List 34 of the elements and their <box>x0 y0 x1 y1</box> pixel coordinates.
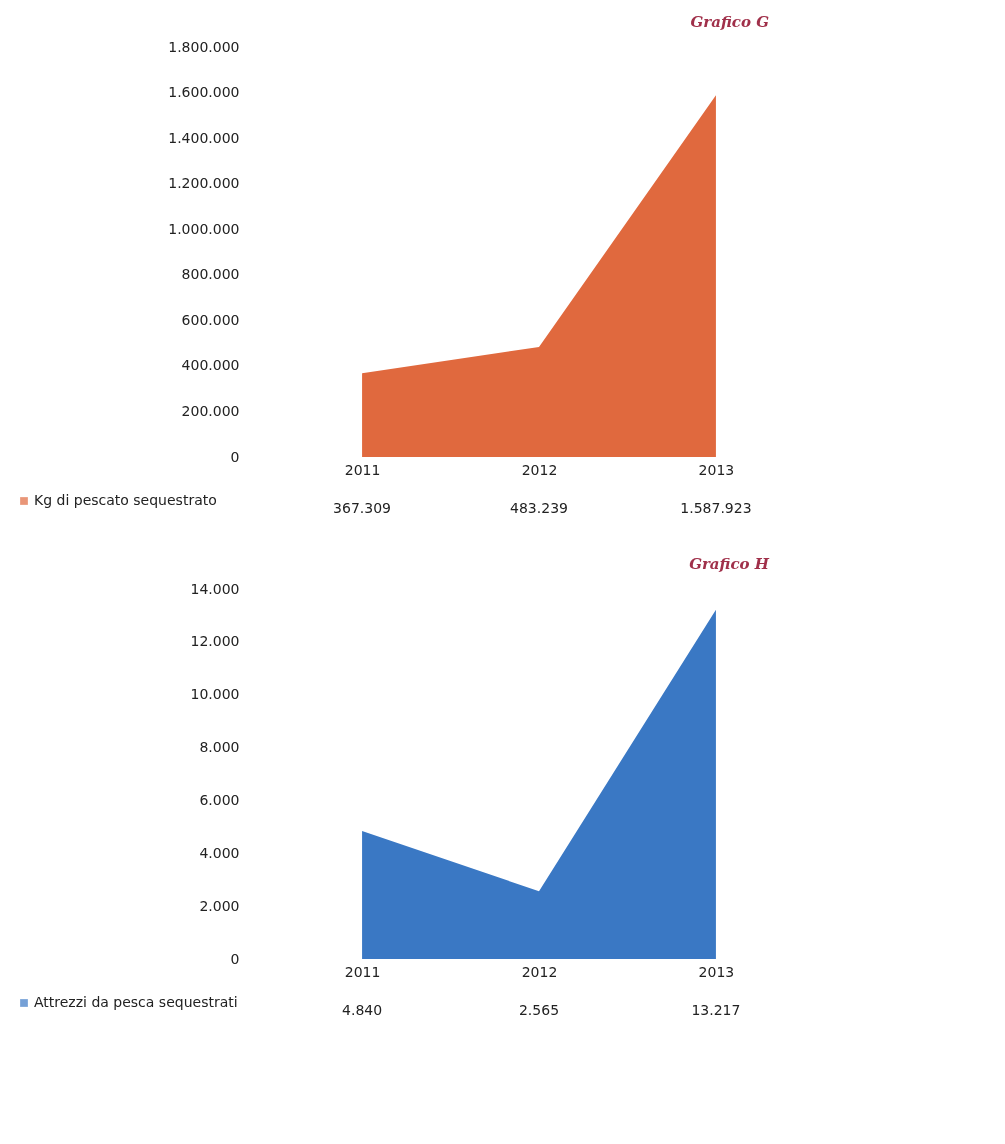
x-tick-label: 2013 <box>698 963 735 980</box>
y-tick-label: 1.400.000 <box>168 129 240 146</box>
y-tick-label: 12.000 <box>190 633 240 650</box>
y-tick-label: 1.800.000 <box>168 38 240 55</box>
y-tick-label: 1.000.000 <box>168 220 240 237</box>
x-tick-label: 2012 <box>521 963 558 980</box>
x-tick-label: 2011 <box>344 963 381 980</box>
y-tick-label: 0 <box>230 950 240 967</box>
legend-label: Kg di pescato sequestrato <box>34 492 217 508</box>
chart-title: Grafico G <box>690 13 770 31</box>
x-tick-label: 2011 <box>344 461 381 478</box>
chart-title: Grafico H <box>689 555 770 573</box>
data-label: 2.565 <box>518 1002 560 1018</box>
legend-label: Attrezzi da pesca sequestrati <box>34 994 238 1010</box>
data-label: 1.587.923 <box>680 500 752 516</box>
y-tick-label: 4.000 <box>199 844 240 861</box>
data-label: 367.309 <box>333 500 392 516</box>
y-tick-label: 2.000 <box>199 897 240 914</box>
y-tick-label: 1.600.000 <box>168 84 240 101</box>
data-label: 4.840 <box>342 1002 383 1018</box>
y-tick-label: 600.000 <box>181 311 240 328</box>
y-tick-label: 6.000 <box>199 791 240 808</box>
y-tick-label: 800.000 <box>181 266 240 283</box>
y-tick-label: 1.200.000 <box>168 175 240 192</box>
data-label: 483.239 <box>510 500 568 516</box>
y-tick-label: 8.000 <box>199 739 240 756</box>
y-tick-label: 200.000 <box>181 402 240 419</box>
x-tick-label: 2012 <box>521 461 558 478</box>
y-tick-label: 0 <box>230 448 240 465</box>
y-tick-label: 400.000 <box>181 357 240 374</box>
data-label: 13.217 <box>691 1002 741 1018</box>
y-tick-label: 10.000 <box>190 686 240 703</box>
y-tick-label: 14.000 <box>190 580 240 597</box>
x-tick-label: 2013 <box>698 461 735 478</box>
